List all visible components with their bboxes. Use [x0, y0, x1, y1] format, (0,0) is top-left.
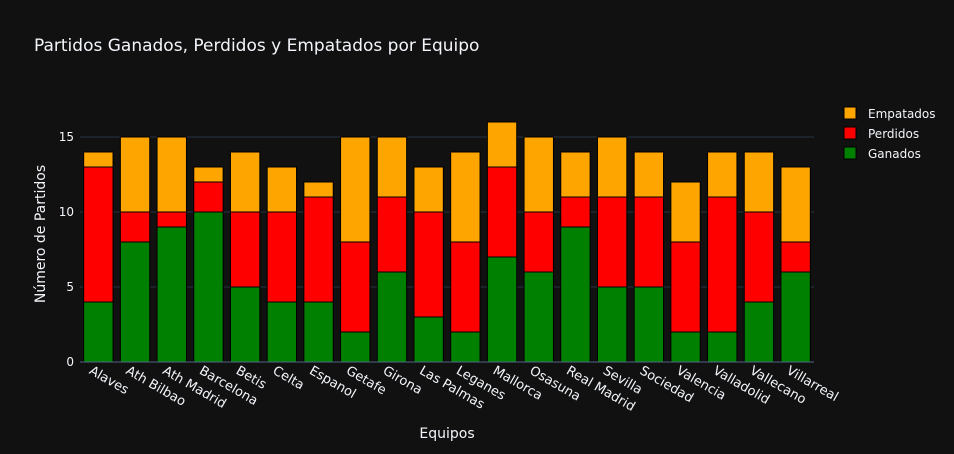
- bars: [83, 121, 811, 363]
- bar-ganados-alaves[interactable]: [83, 301, 114, 363]
- bar-ganados-real-madrid[interactable]: [560, 226, 591, 363]
- bar-perdidos-las-palmas[interactable]: [413, 211, 444, 318]
- bar-ganados-leganes[interactable]: [450, 331, 481, 363]
- bar-empatados-mallorca[interactable]: [486, 121, 518, 168]
- legend-label: Perdidos: [868, 127, 919, 141]
- bar-perdidos-getafe[interactable]: [340, 241, 371, 333]
- bar-empatados-celta[interactable]: [266, 166, 298, 213]
- bar-ganados-espanol[interactable]: [303, 301, 334, 363]
- y-tick-label: 5: [66, 280, 74, 294]
- y-tick-label: 0: [66, 355, 74, 369]
- bar-perdidos-villarreal[interactable]: [780, 241, 811, 273]
- bar-empatados-real-madrid[interactable]: [560, 151, 591, 198]
- bar-perdidos-betis[interactable]: [229, 211, 261, 288]
- bar-empatados-sevilla[interactable]: [596, 136, 628, 198]
- bar-ganados-valencia[interactable]: [670, 331, 701, 363]
- bar-ganados-villarreal[interactable]: [780, 271, 811, 363]
- legend-swatch: [843, 126, 857, 140]
- bar-empatados-betis[interactable]: [229, 151, 261, 213]
- bar-perdidos-sociedad[interactable]: [633, 196, 665, 288]
- bar-ganados-betis[interactable]: [229, 286, 261, 363]
- bar-ganados-vallecano[interactable]: [743, 301, 775, 363]
- bar-perdidos-vallecano[interactable]: [743, 211, 775, 303]
- bar-ganados-celta[interactable]: [266, 301, 298, 363]
- bar-empatados-vallecano[interactable]: [743, 151, 775, 213]
- bar-empatados-espanol[interactable]: [303, 181, 334, 198]
- bar-empatados-leganes[interactable]: [450, 151, 481, 243]
- bar-perdidos-celta[interactable]: [266, 211, 298, 303]
- y-tick-label: 10: [59, 205, 74, 219]
- legend-item-ganados[interactable]: Ganados: [843, 146, 921, 161]
- chart-title: Partidos Ganados, Perdidos y Empatados p…: [34, 36, 479, 56]
- bar-perdidos-leganes[interactable]: [450, 241, 481, 333]
- legend-label: Empatados: [868, 107, 936, 121]
- legend-swatch: [843, 146, 857, 160]
- x-axis-title: Equipos: [419, 426, 474, 442]
- bar-perdidos-mallorca[interactable]: [486, 166, 518, 258]
- bar-perdidos-valencia[interactable]: [670, 241, 701, 333]
- bar-empatados-ath-madrid[interactable]: [156, 136, 187, 213]
- legend-label: Ganados: [868, 147, 921, 161]
- bar-empatados-getafe[interactable]: [340, 136, 371, 243]
- bar-perdidos-espanol[interactable]: [303, 196, 334, 303]
- bar-perdidos-girona[interactable]: [376, 196, 408, 273]
- legend-swatch: [843, 106, 857, 120]
- bar-empatados-valencia[interactable]: [670, 181, 701, 243]
- bar-ganados-valladolid[interactable]: [707, 331, 738, 363]
- bar-perdidos-valladolid[interactable]: [707, 196, 738, 333]
- bar-empatados-ath-bilbao[interactable]: [119, 136, 151, 213]
- y-tick-label: 15: [59, 130, 74, 144]
- bar-ganados-barcelona[interactable]: [193, 211, 224, 363]
- bar-empatados-barcelona[interactable]: [193, 166, 224, 183]
- bar-ganados-getafe[interactable]: [340, 331, 371, 363]
- legend-item-empatados[interactable]: Empatados: [843, 106, 936, 121]
- bar-empatados-villarreal[interactable]: [780, 166, 811, 243]
- bar-ganados-girona[interactable]: [376, 271, 408, 363]
- bar-perdidos-real-madrid[interactable]: [560, 196, 591, 228]
- bar-empatados-sociedad[interactable]: [633, 151, 665, 198]
- bar-ganados-mallorca[interactable]: [486, 256, 518, 363]
- legend[interactable]: Empatados Perdidos Ganados: [843, 106, 936, 161]
- bar-perdidos-osasuna[interactable]: [523, 211, 554, 273]
- bar-perdidos-ath-madrid[interactable]: [156, 211, 187, 228]
- bar-perdidos-sevilla[interactable]: [596, 196, 628, 288]
- bar-empatados-las-palmas[interactable]: [413, 166, 444, 213]
- bar-empatados-valladolid[interactable]: [707, 151, 738, 198]
- bar-perdidos-alaves[interactable]: [83, 166, 114, 303]
- bar-empatados-alaves[interactable]: [83, 151, 114, 168]
- y-axis-title: Número de Partidos: [33, 165, 49, 303]
- bar-ganados-sociedad[interactable]: [633, 286, 665, 363]
- bar-ganados-ath-bilbao[interactable]: [119, 241, 151, 363]
- legend-item-perdidos[interactable]: Perdidos: [843, 126, 919, 141]
- bar-ganados-sevilla[interactable]: [596, 286, 628, 363]
- bar-ganados-las-palmas[interactable]: [413, 316, 444, 363]
- bar-ganados-osasuna[interactable]: [523, 271, 554, 363]
- bar-perdidos-barcelona[interactable]: [193, 181, 224, 213]
- bar-empatados-girona[interactable]: [376, 136, 408, 198]
- bar-perdidos-ath-bilbao[interactable]: [119, 211, 151, 243]
- bar-empatados-osasuna[interactable]: [523, 136, 554, 213]
- bar-ganados-ath-madrid[interactable]: [156, 226, 187, 363]
